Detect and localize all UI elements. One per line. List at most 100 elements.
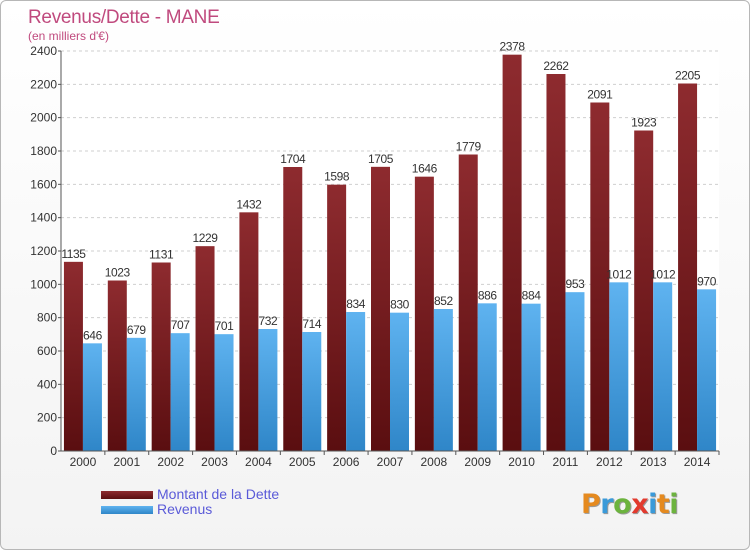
bar-dette <box>151 262 171 451</box>
logo-letter: x <box>631 489 649 520</box>
legend-label-revenus: Revenus <box>157 501 213 517</box>
proxiti-logo: Proxiti <box>581 489 679 520</box>
logo-letter: P <box>581 489 601 520</box>
data-label: 834 <box>346 297 366 311</box>
data-label: 2378 <box>500 40 526 54</box>
data-label: 886 <box>478 288 498 302</box>
data-label: 732 <box>258 314 278 328</box>
y-tick-label: 600 <box>37 344 57 358</box>
x-tick-label: 2009 <box>464 455 491 469</box>
data-label: 2262 <box>543 59 569 73</box>
data-label: 953 <box>566 277 586 291</box>
y-tick-label: 2400 <box>30 44 57 58</box>
x-tick-label: 2007 <box>377 455 404 469</box>
bar-revenus <box>346 312 366 451</box>
logo-letter: o <box>613 489 632 520</box>
bar-revenus <box>609 282 629 451</box>
x-tick-label: 2010 <box>508 455 535 469</box>
data-label: 1023 <box>105 266 131 280</box>
bar-revenus <box>653 282 673 451</box>
logo-letter: t <box>656 489 670 520</box>
bar-revenus <box>565 292 585 451</box>
y-tick-label: 800 <box>37 311 57 325</box>
data-label: 701 <box>215 319 235 333</box>
bar-dette <box>327 184 347 451</box>
bar-revenus <box>170 333 190 451</box>
data-label: 707 <box>171 318 191 332</box>
x-tick-label: 2012 <box>596 455 623 469</box>
bar-dette <box>414 176 434 451</box>
x-tick-label: 2003 <box>201 455 228 469</box>
chart-subtitle: (en milliers d'€) <box>28 29 109 43</box>
data-label: 2205 <box>675 69 701 83</box>
x-tick-label: 2013 <box>640 455 667 469</box>
bar-dette <box>239 212 259 451</box>
data-label: 1779 <box>456 140 482 154</box>
y-tick-label: 200 <box>37 411 57 425</box>
chart-title: Revenus/Dette - MANE <box>28 7 220 28</box>
legend-label-dette: Montant de la Dette <box>157 486 280 502</box>
data-label: 970 <box>697 274 717 288</box>
data-label: 1923 <box>631 116 657 130</box>
bar-revenus <box>214 334 234 451</box>
data-label: 830 <box>390 298 410 312</box>
data-label: 1229 <box>192 231 218 245</box>
bar-revenus <box>697 289 717 451</box>
y-tick-label: 1000 <box>30 277 57 291</box>
bar-revenus <box>433 309 453 451</box>
y-tick-label: 2200 <box>30 77 57 91</box>
bar-dette <box>63 261 83 451</box>
bar-dette <box>678 83 698 451</box>
data-label: 1704 <box>280 152 306 166</box>
data-label: 1705 <box>368 152 394 166</box>
data-label: 646 <box>83 328 103 342</box>
bar-dette <box>107 280 127 451</box>
data-label: 2091 <box>587 88 613 102</box>
bar-revenus <box>477 303 497 451</box>
bar-dette <box>634 130 654 451</box>
y-tick-label: 1200 <box>30 244 57 258</box>
y-tick-label: 0 <box>50 444 57 458</box>
data-label: 1131 <box>149 248 174 262</box>
x-tick-label: 2000 <box>70 455 97 469</box>
y-tick-label: 1400 <box>30 211 57 225</box>
bar-revenus <box>126 337 146 451</box>
x-tick-label: 2006 <box>333 455 360 469</box>
logo-letter: i <box>648 489 657 520</box>
bar-dette <box>195 246 215 451</box>
bar-dette <box>546 74 566 451</box>
data-label: 1646 <box>412 162 438 176</box>
bar-revenus <box>258 329 278 451</box>
data-label: 1135 <box>61 247 86 261</box>
x-tick-label: 2005 <box>289 455 316 469</box>
legend-swatch-dette <box>101 491 153 499</box>
data-label: 1012 <box>650 267 676 281</box>
data-label: 714 <box>302 317 322 331</box>
bar-dette <box>502 54 522 452</box>
data-label: 1012 <box>606 267 632 281</box>
data-label: 679 <box>127 323 147 337</box>
bar-dette <box>371 166 390 452</box>
x-tick-label: 2001 <box>113 455 140 469</box>
bar-dette <box>590 102 610 451</box>
bar-revenus <box>302 332 322 451</box>
bar-revenus <box>390 312 409 451</box>
data-label: 1598 <box>324 170 350 184</box>
logo-letter: r <box>600 489 614 520</box>
legend-swatch-revenus <box>101 506 153 514</box>
bar-revenus <box>521 303 541 451</box>
data-label: 1432 <box>236 197 262 211</box>
x-tick-label: 2011 <box>553 455 579 469</box>
y-tick-label: 400 <box>37 377 57 391</box>
bar-revenus <box>82 343 102 451</box>
y-tick-label: 1800 <box>30 144 57 158</box>
x-tick-label: 2008 <box>421 455 448 469</box>
data-label: 884 <box>522 289 542 303</box>
x-tick-label: 2004 <box>245 455 272 469</box>
data-label: 852 <box>434 294 454 308</box>
y-tick-label: 2000 <box>30 111 57 125</box>
bar-dette <box>458 154 478 451</box>
bar-dette <box>283 167 303 451</box>
